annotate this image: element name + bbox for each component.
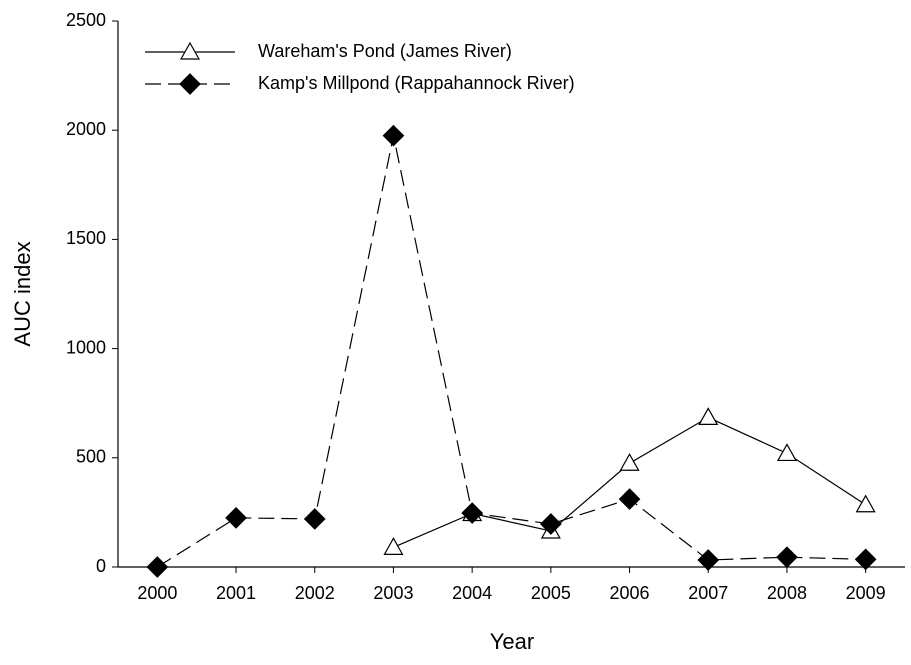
marker xyxy=(619,453,640,471)
x-tick-label: 2003 xyxy=(373,583,413,603)
marker xyxy=(540,513,562,535)
marker xyxy=(776,443,797,462)
marker xyxy=(855,494,876,513)
legend-label: Wareham's Pond (James River) xyxy=(258,41,512,61)
y-tick-label: 1500 xyxy=(66,228,106,248)
marker xyxy=(854,548,877,571)
marker xyxy=(225,507,247,529)
y-tick-label: 2000 xyxy=(66,119,106,139)
marker xyxy=(146,556,169,578)
y-tick-label: 0 xyxy=(96,556,106,576)
x-axis-label: Year xyxy=(490,629,534,654)
x-tick-label: 2006 xyxy=(610,583,650,603)
series-line xyxy=(157,135,866,568)
legend-label: Kamp's Millpond (Rappahannock River) xyxy=(258,73,575,93)
marker xyxy=(697,549,720,571)
marker xyxy=(382,124,405,147)
y-tick-label: 500 xyxy=(76,447,106,467)
marker xyxy=(383,537,404,555)
legend-marker xyxy=(179,41,201,60)
y-tick-label: 2500 xyxy=(66,10,106,30)
marker xyxy=(776,546,798,569)
y-axis-label: AUC index xyxy=(10,241,35,346)
x-tick-label: 2007 xyxy=(688,583,728,603)
x-tick-label: 2008 xyxy=(767,583,807,603)
legend-marker xyxy=(179,73,201,95)
marker xyxy=(303,508,326,530)
x-tick-label: 2001 xyxy=(216,583,256,603)
x-tick-label: 2009 xyxy=(846,583,886,603)
x-tick-label: 2002 xyxy=(295,583,335,603)
x-tick-label: 2004 xyxy=(452,583,492,603)
marker xyxy=(461,502,483,524)
marker xyxy=(618,488,641,510)
x-tick-label: 2000 xyxy=(137,583,177,603)
x-tick-label: 2005 xyxy=(531,583,571,603)
y-tick-label: 1000 xyxy=(66,337,106,357)
series-line xyxy=(393,416,866,548)
marker xyxy=(698,407,719,425)
